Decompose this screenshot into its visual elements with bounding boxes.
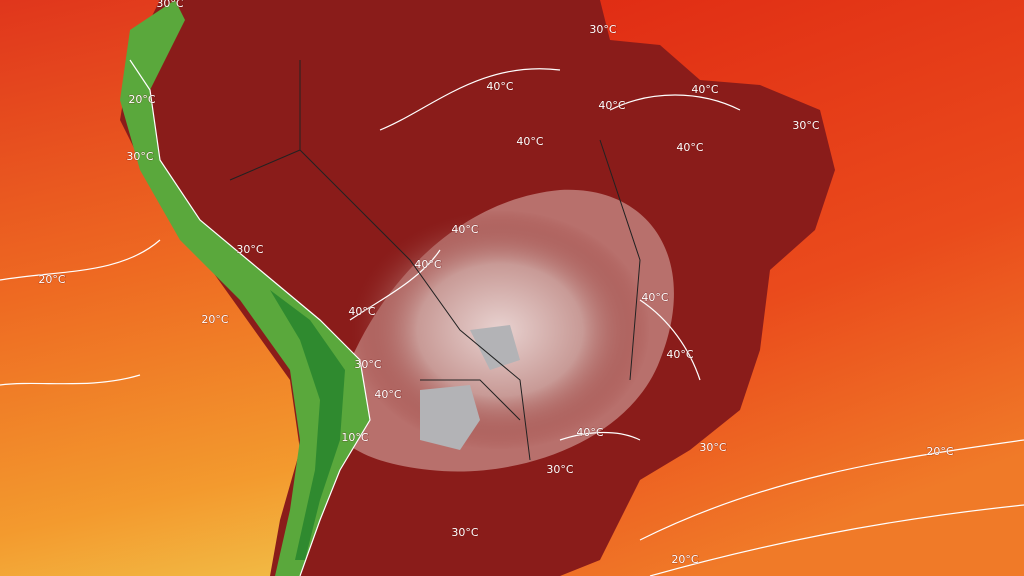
contour-label: 20°C [128, 93, 155, 106]
contour-label: 40°C [486, 80, 513, 93]
contour-label: 10°C [341, 431, 368, 444]
andes [120, 0, 370, 576]
contour-label: 30°C [126, 150, 153, 163]
contour-label: 40°C [348, 305, 375, 318]
contour-label: 40°C [374, 388, 401, 401]
contour-label: 20°C [926, 445, 953, 458]
contour-label: 40°C [598, 99, 625, 112]
contour-label: 30°C [589, 23, 616, 36]
contour-label: 40°C [451, 223, 478, 236]
borders [229, 60, 641, 461]
contour-40 [349, 68, 741, 441]
contour-label: 30°C [236, 243, 263, 256]
contour-label: 30°C [156, 0, 183, 10]
contour-label: 40°C [641, 291, 668, 304]
contour-label: 40°C [576, 426, 603, 439]
contour-label: 20°C [671, 553, 698, 566]
contour-label: 30°C [354, 358, 381, 371]
contour-label: 40°C [691, 83, 718, 96]
contour-label: 30°C [792, 119, 819, 132]
contour-30 [129, 59, 371, 576]
contour-label: 20°C [201, 313, 228, 326]
contour-label: 40°C [414, 258, 441, 271]
contour-label: 30°C [546, 463, 573, 476]
extreme-heat-patch [420, 325, 520, 450]
contour-label: 30°C [699, 441, 726, 454]
contour-label: 30°C [451, 526, 478, 539]
contour-label: 20°C [38, 273, 65, 286]
andes-cool [270, 290, 345, 560]
contour-20 [0, 239, 1024, 576]
contour-label: 40°C [676, 141, 703, 154]
contour-label: 40°C [666, 348, 693, 361]
contour-label: 40°C [516, 135, 543, 148]
